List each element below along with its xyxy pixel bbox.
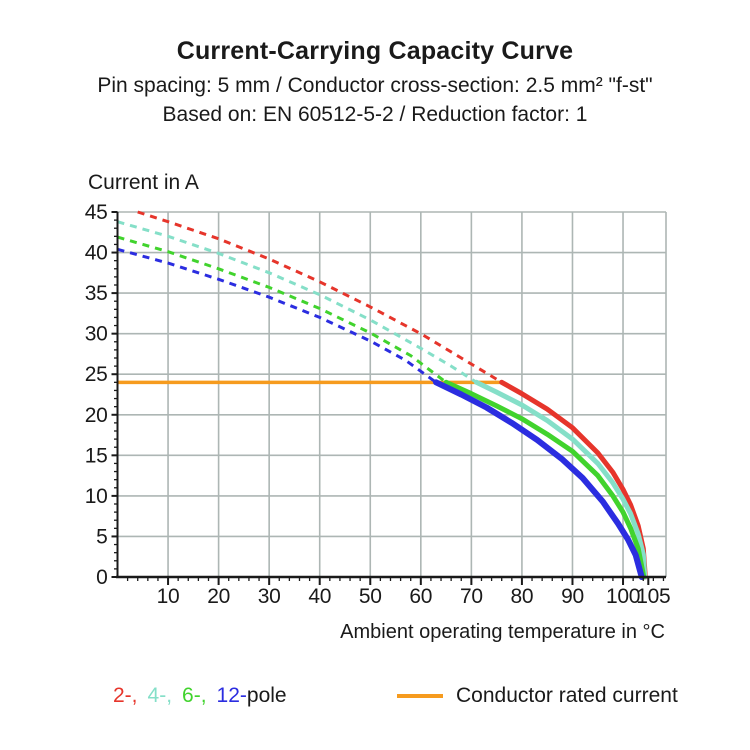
12-pole-dashed-curve (117, 247, 437, 384)
y-tick-label: 25 (85, 363, 108, 386)
series-curves (117, 210, 648, 580)
gridlines (117, 211, 667, 577)
y-tick-label: 20 (85, 404, 108, 427)
x-tick-label: 20 (207, 585, 230, 608)
pole-legend: 2-, 4-, 6-, 12-pole (113, 683, 287, 709)
y-tick-labels: 0 5 10 15 20 25 30 35 40 45 (85, 201, 108, 589)
pole-legend-item-6-pole: 6-, (182, 684, 207, 707)
rated-current-label: Conductor rated current (456, 684, 678, 707)
x-tick-label: 10 (157, 585, 180, 608)
12-pole-solid-curve (433, 379, 645, 580)
chart-subtitle-standard: Based on: EN 60512-5-2 / Reduction facto… (162, 103, 588, 126)
2-pole-dashed-curve (137, 210, 503, 384)
y-tick-label: 35 (85, 282, 108, 305)
y-tick-label: 10 (85, 485, 108, 508)
y-tick-label: 30 (85, 323, 108, 346)
x-axis-title: Ambient operating temperature in °C (340, 621, 665, 643)
pole-legend-item-4-pole: 4-, (147, 684, 173, 707)
4-pole-dashed-curve (117, 220, 478, 384)
x-tick-label: 100 (606, 585, 640, 608)
6-pole-solid-curve (443, 379, 647, 580)
x-tick-label: 50 (359, 585, 382, 608)
axis-ticks (111, 211, 665, 585)
x-tick-label: 40 (308, 585, 331, 608)
6-pole-dashed-curve (117, 235, 448, 384)
pole-legend-suffix: pole (246, 684, 287, 707)
4-pole-solid-curve (473, 379, 648, 580)
y-tick-label: 15 (85, 444, 108, 467)
x-tick-label: 60 (409, 585, 432, 608)
x-tick-label: 70 (460, 585, 483, 608)
chart-title: Current-Carrying Capacity Curve (176, 37, 574, 65)
rated-current-line-swatch (397, 694, 443, 698)
x-tick-label: 80 (511, 585, 534, 608)
pole-legend-item-2-pole: 2-, (113, 684, 138, 707)
y-tick-label: 45 (85, 201, 108, 224)
x-tick-label: 90 (561, 585, 584, 608)
pole-legend-item-12-pole: 12- (216, 684, 247, 707)
rated-current-legend: Conductor rated current (397, 683, 678, 709)
chart-subtitle-parameters: Pin spacing: 5 mm / Conductor cross-sect… (97, 74, 653, 97)
y-tick-label: 0 (96, 566, 107, 589)
x-tick-label: 30 (258, 585, 281, 608)
y-tick-label: 40 (85, 242, 108, 265)
y-tick-label: 5 (96, 525, 107, 548)
axes (116, 212, 666, 579)
x-tick-label: 105 (636, 585, 670, 608)
y-axis-title: Current in A (88, 171, 199, 194)
